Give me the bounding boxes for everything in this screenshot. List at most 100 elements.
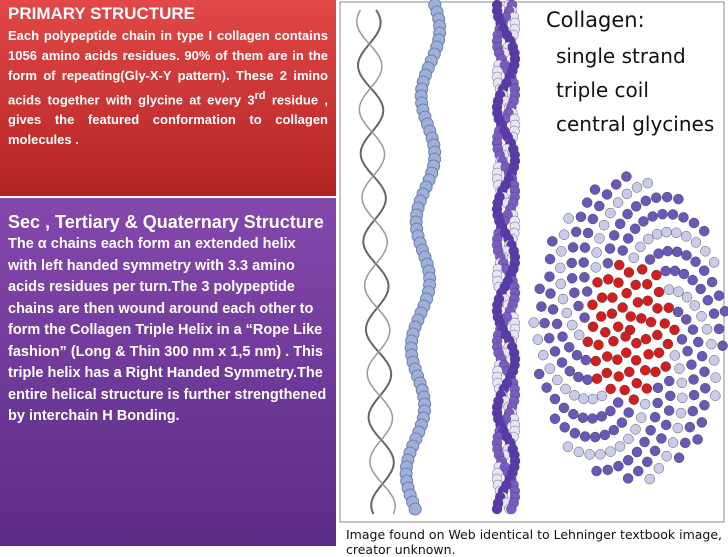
molecule-part bbox=[665, 390, 676, 402]
molecule-part bbox=[660, 265, 671, 277]
molecule-part bbox=[636, 412, 647, 423]
molecule-part bbox=[569, 390, 580, 401]
molecule-part bbox=[700, 246, 711, 257]
molecule-part bbox=[651, 228, 663, 240]
molecule-part bbox=[556, 246, 567, 257]
molecule-part bbox=[690, 237, 702, 248]
molecule-part bbox=[632, 297, 644, 308]
molecule-part bbox=[571, 349, 583, 361]
molecule-part bbox=[687, 405, 699, 417]
molecule-part bbox=[584, 449, 595, 460]
molecule-part bbox=[644, 473, 655, 485]
molecule-part bbox=[699, 400, 710, 411]
molecule-part bbox=[506, 503, 517, 515]
molecule-part bbox=[662, 338, 674, 350]
molecule-part bbox=[557, 293, 569, 305]
molecule-part bbox=[555, 262, 566, 274]
molecule-part bbox=[587, 213, 599, 225]
molecule-part bbox=[673, 286, 684, 297]
molecule-part bbox=[630, 279, 641, 291]
molecule-part bbox=[639, 365, 651, 376]
molecule-part bbox=[581, 197, 593, 208]
molecule-drawing bbox=[355, 0, 728, 516]
molecule-part bbox=[706, 276, 718, 288]
image-item: triple coil bbox=[556, 78, 649, 102]
text: Each polypeptide chain in type I collage… bbox=[8, 28, 328, 108]
molecule-part bbox=[587, 321, 599, 332]
molecule-part bbox=[614, 259, 625, 271]
molecule-part bbox=[623, 267, 635, 278]
molecule-part bbox=[620, 331, 631, 342]
molecule-part bbox=[663, 302, 674, 313]
molecule-part bbox=[582, 336, 593, 348]
molecule-part bbox=[568, 408, 579, 420]
molecule-part bbox=[653, 347, 665, 358]
molecule-part bbox=[662, 245, 673, 257]
molecule-part bbox=[596, 411, 607, 422]
molecule-part bbox=[696, 351, 708, 362]
molecule-part bbox=[630, 201, 642, 212]
molecule-part bbox=[630, 424, 641, 435]
molecule-part bbox=[689, 300, 700, 311]
molecule-part bbox=[577, 412, 589, 423]
molecule-part bbox=[596, 311, 607, 322]
image-item: central glycines bbox=[556, 112, 715, 136]
molecule-part bbox=[544, 271, 555, 282]
molecule-part bbox=[688, 217, 700, 229]
molecule-part bbox=[672, 306, 684, 318]
molecule-part bbox=[664, 375, 675, 387]
molecule-part bbox=[692, 434, 703, 445]
molecule-part bbox=[645, 316, 657, 328]
molecule-part bbox=[602, 464, 613, 476]
molecule-part bbox=[696, 311, 707, 322]
molecule-part bbox=[570, 226, 582, 238]
molecule-part bbox=[616, 417, 628, 428]
molecule-part bbox=[612, 397, 624, 408]
molecule-part bbox=[710, 372, 721, 383]
molecule-part bbox=[613, 371, 624, 382]
molecule-part bbox=[713, 323, 725, 335]
molecule-part bbox=[610, 179, 622, 190]
molecule-part bbox=[582, 374, 593, 385]
molecule-part bbox=[539, 317, 550, 329]
molecule-part bbox=[581, 286, 593, 297]
molecule-part bbox=[560, 383, 571, 395]
molecule-part bbox=[591, 373, 603, 384]
molecule-part bbox=[587, 299, 598, 310]
molecule-part bbox=[567, 319, 578, 331]
molecule-part bbox=[602, 351, 613, 362]
molecule-part bbox=[544, 333, 555, 344]
molecule-part bbox=[631, 182, 643, 193]
molecule-part bbox=[622, 233, 634, 244]
collagen-image bbox=[339, 0, 728, 523]
molecule-part bbox=[579, 272, 590, 283]
molecule-part bbox=[709, 355, 720, 366]
molecule-part bbox=[549, 346, 561, 357]
molecule-part bbox=[606, 308, 618, 319]
molecule-part bbox=[598, 219, 610, 231]
molecule-part bbox=[573, 446, 585, 458]
primary-body: Each polypeptide chain in type I collage… bbox=[8, 26, 328, 150]
molecule-part bbox=[605, 383, 616, 395]
molecule-part bbox=[656, 433, 667, 444]
molecule-part bbox=[623, 407, 634, 418]
molecule-part bbox=[594, 200, 605, 212]
molecule-part bbox=[587, 413, 598, 424]
molecule-part bbox=[563, 342, 575, 353]
molecule-part bbox=[622, 473, 634, 484]
molecule-part bbox=[631, 378, 642, 389]
molecule-part bbox=[541, 382, 552, 393]
molecule-part bbox=[693, 336, 704, 348]
molecule-part bbox=[635, 241, 646, 253]
molecule-part bbox=[356, 9, 395, 515]
molecule-part bbox=[604, 243, 616, 254]
molecule-part bbox=[700, 382, 711, 394]
molecule-part bbox=[491, 503, 503, 515]
molecule-part bbox=[552, 374, 563, 386]
molecule-part bbox=[642, 456, 653, 468]
molecule-part bbox=[678, 268, 690, 280]
molecule-part bbox=[563, 213, 574, 224]
molecule-part bbox=[590, 262, 602, 273]
molecule-part bbox=[549, 393, 561, 405]
